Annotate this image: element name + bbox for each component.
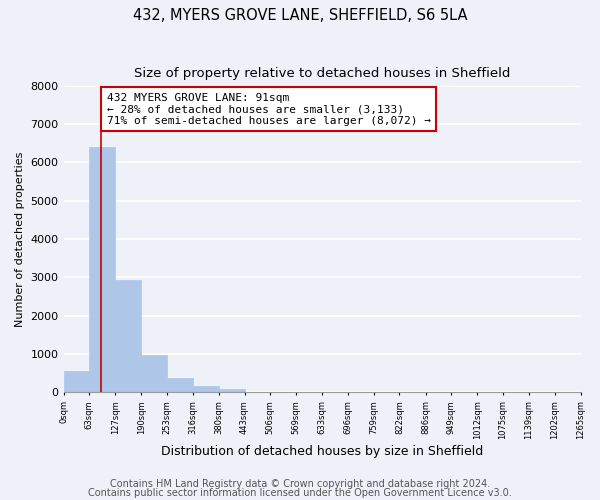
X-axis label: Distribution of detached houses by size in Sheffield: Distribution of detached houses by size …	[161, 444, 483, 458]
Y-axis label: Number of detached properties: Number of detached properties	[15, 152, 25, 327]
Bar	[115, 280, 141, 392]
Bar	[64, 371, 89, 392]
Title: Size of property relative to detached houses in Sheffield: Size of property relative to detached ho…	[134, 68, 510, 80]
Bar	[89, 147, 115, 392]
Text: Contains public sector information licensed under the Open Government Licence v3: Contains public sector information licen…	[88, 488, 512, 498]
Text: 432 MYERS GROVE LANE: 91sqm
← 28% of detached houses are smaller (3,133)
71% of : 432 MYERS GROVE LANE: 91sqm ← 28% of det…	[107, 92, 431, 126]
Bar	[141, 355, 167, 393]
Bar	[167, 378, 193, 392]
Bar	[219, 389, 245, 392]
Text: 432, MYERS GROVE LANE, SHEFFIELD, S6 5LA: 432, MYERS GROVE LANE, SHEFFIELD, S6 5LA	[133, 8, 467, 22]
Bar	[193, 386, 219, 392]
Text: Contains HM Land Registry data © Crown copyright and database right 2024.: Contains HM Land Registry data © Crown c…	[110, 479, 490, 489]
